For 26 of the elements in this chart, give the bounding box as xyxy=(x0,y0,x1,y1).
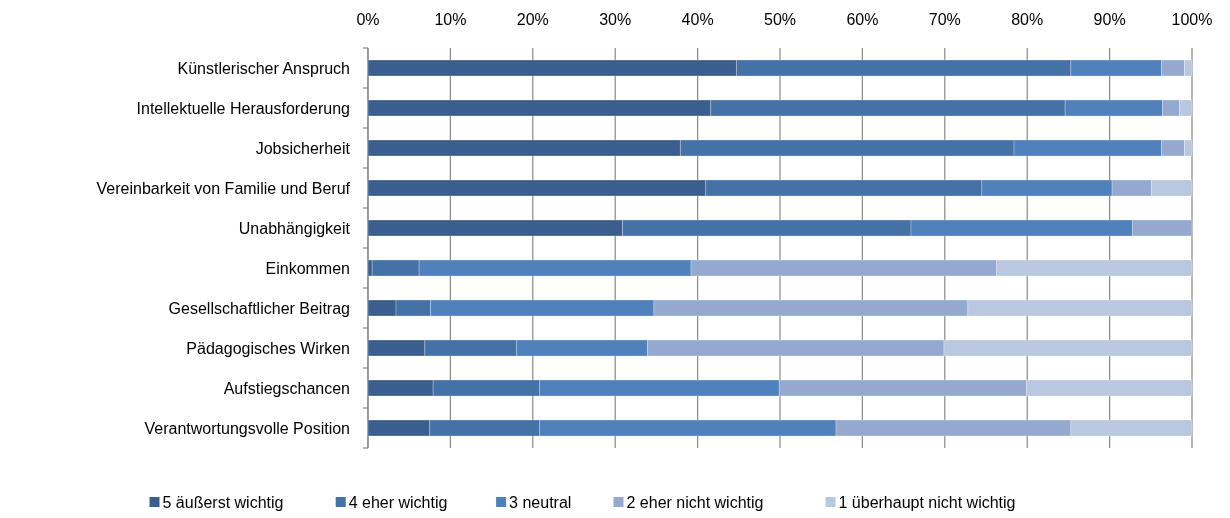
legend-label: 4 eher wichtig xyxy=(348,494,448,511)
y-tick-label: Jobsicherheit xyxy=(255,139,351,157)
y-tick-label: Künstlerischer Anspruch xyxy=(177,59,350,77)
x-tick-label: 30% xyxy=(599,11,632,28)
legend-label: 3 neutral xyxy=(509,494,572,511)
y-tick-label: Einkommen xyxy=(265,259,350,277)
legend-label: 5 äußerst wichtig xyxy=(162,494,284,511)
y-tick-label: Intellektuelle Herausforderung xyxy=(136,99,350,117)
x-tick-label: 70% xyxy=(928,11,961,28)
x-tick-label: 20% xyxy=(516,11,549,28)
y-tick-label: Unabhängigkeit xyxy=(238,219,351,237)
x-tick-label: 100% xyxy=(1171,11,1213,28)
y-tick-label: Verantwortungsvolle Position xyxy=(144,419,350,437)
legend-label: 2 eher nicht wichtig xyxy=(626,494,764,511)
x-tick-label: 50% xyxy=(763,11,797,28)
legend-label: 1 überhaupt nicht wichtig xyxy=(838,494,1016,511)
x-tick-label: 60% xyxy=(846,11,879,28)
x-tick-label: 40% xyxy=(681,11,714,28)
x-tick-label: 80% xyxy=(1011,11,1044,28)
y-tick-label: Pädagogisches Wirken xyxy=(186,339,350,357)
y-tick-label: Gesellschaftlicher Beitrag xyxy=(168,299,350,317)
x-tick-label: 0% xyxy=(356,11,380,28)
x-tick-label: 10% xyxy=(434,11,467,28)
y-tick-label: Vereinbarkeit von Familie und Beruf xyxy=(96,179,351,197)
x-tick-label: 90% xyxy=(1093,11,1126,28)
y-tick-label: Aufstiegschancen xyxy=(223,379,350,397)
